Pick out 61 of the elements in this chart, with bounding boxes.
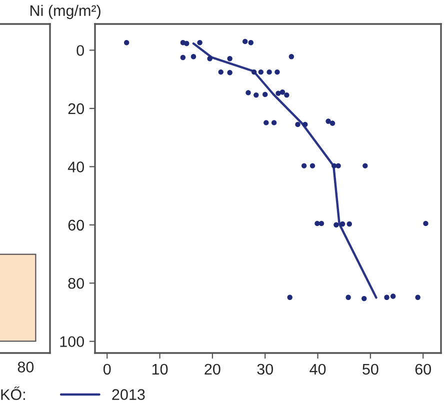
y-tick-label: 60: [68, 220, 84, 231]
x-tick-label: 10: [152, 364, 168, 375]
point: [264, 120, 269, 126]
point: [218, 69, 224, 75]
point: [274, 69, 280, 75]
point: [362, 296, 367, 302]
x-tick-label: 20: [204, 364, 220, 375]
point: [330, 120, 336, 126]
point: [207, 56, 212, 62]
point: [390, 294, 396, 299]
point: [318, 220, 324, 226]
point: [254, 92, 259, 98]
point: [197, 40, 202, 46]
point: [362, 163, 368, 168]
point: [302, 122, 308, 128]
point: [248, 40, 254, 46]
y-tick-label: 100: [60, 336, 84, 348]
x-tick-label: 40: [310, 364, 326, 375]
point: [310, 163, 316, 168]
text: 80: [18, 362, 34, 372]
point: [124, 40, 130, 46]
line-series: [192, 42, 378, 299]
point: [423, 220, 428, 226]
y-tick-label: 0: [76, 45, 84, 56]
point: [242, 38, 248, 44]
point: [415, 294, 420, 300]
point: [295, 122, 300, 128]
point: [258, 69, 264, 75]
point: [326, 118, 331, 124]
chart-title: Ni (mg/m²): [30, 4, 100, 20]
point: [288, 54, 294, 60]
x-tick-label: 60: [415, 364, 431, 375]
point: [336, 163, 341, 168]
point: [384, 294, 390, 300]
point: [346, 221, 352, 227]
point: [262, 92, 268, 98]
legend-title: KŐ:: [1, 386, 25, 400]
x-tick-label: 30: [257, 364, 274, 375]
point: [271, 120, 277, 126]
point: [280, 90, 286, 95]
point: [276, 90, 281, 96]
point: [227, 56, 232, 62]
legend-label: 2013: [112, 389, 145, 400]
point: [180, 54, 186, 60]
y-tick-label: 20: [68, 103, 84, 114]
point: [334, 222, 339, 228]
x-tick-label: 50: [362, 364, 378, 375]
point: [251, 69, 257, 75]
point: [287, 294, 292, 300]
point: [266, 69, 272, 75]
point: [301, 163, 307, 168]
point: [284, 92, 290, 98]
point: [340, 221, 346, 227]
point: [246, 90, 251, 96]
point: [190, 54, 196, 60]
y-tick-label: 40: [68, 162, 84, 172]
point: [184, 40, 190, 46]
x-tick-label: 0: [103, 364, 111, 375]
point: [346, 294, 351, 300]
y-tick-label: 80: [68, 278, 84, 289]
point: [227, 70, 232, 76]
